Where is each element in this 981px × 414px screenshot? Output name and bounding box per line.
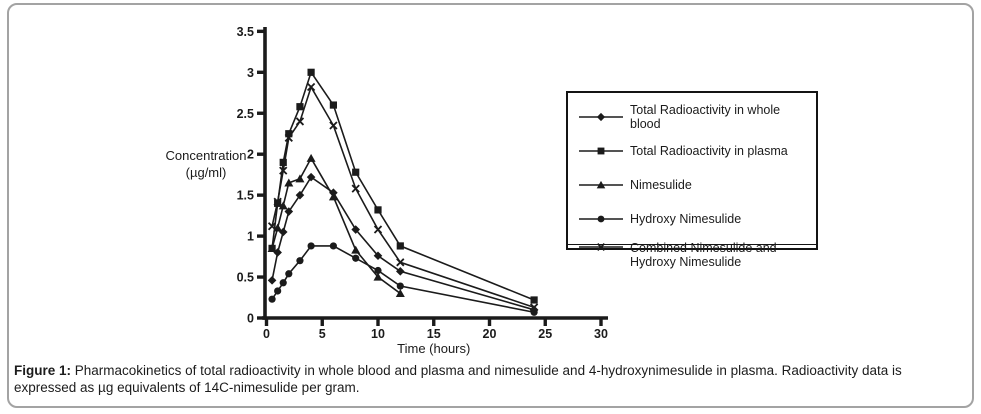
- y-tick-label: 3: [247, 66, 254, 80]
- diamond-marker: [373, 251, 383, 261]
- y-tick-label: 1: [247, 230, 254, 244]
- series-circle: [268, 242, 538, 316]
- triangle-marker: [306, 153, 316, 162]
- figure-caption-text: Pharmacokinetics of total radioactivity …: [14, 363, 902, 395]
- triangle-marker: [328, 192, 338, 201]
- series-lines: [267, 68, 539, 316]
- y-tick-label: 0: [247, 312, 254, 326]
- legend-underline: [568, 243, 816, 245]
- square-marker: [374, 206, 382, 214]
- circle-marker: [307, 242, 315, 250]
- series-triangle: [267, 153, 405, 298]
- y-tick-label: 2: [247, 148, 254, 162]
- square-marker: [296, 103, 304, 111]
- figure-caption: Figure 1: Pharmacokinetics of total radi…: [14, 362, 966, 396]
- circle-marker: [597, 215, 605, 223]
- x-marker: [529, 303, 539, 312]
- x-tick-label: 20: [483, 327, 497, 341]
- legend-label-1: Total Radioactivity in whole blood: [630, 103, 781, 131]
- circle-marker: [352, 254, 360, 262]
- y-tick-label: 0.5: [237, 271, 254, 285]
- x-tick-label: 5: [319, 327, 326, 341]
- x-marker: [295, 117, 305, 126]
- chart-svg: 0 5 10 15 20 25 30 Time (hours) 0 0.5 1 1.5 2 2.5 3 3.5: [237, 25, 608, 356]
- diamond-marker: [267, 276, 277, 285]
- figure-caption-label: Figure 1:: [14, 363, 72, 378]
- triangle-marker: [395, 289, 405, 298]
- diamond-marker: [273, 248, 282, 257]
- triangle-marker: [284, 178, 294, 187]
- x-marker: [329, 121, 338, 130]
- circle-marker: [374, 266, 382, 275]
- diamond-marker: [351, 225, 360, 234]
- legend-label-3: Nimesulide: [630, 178, 692, 192]
- circle-marker: [285, 270, 293, 278]
- x-tick-label: 10: [371, 327, 385, 341]
- legend-item-1: Total Radioactivity in whole blood: [578, 100, 810, 134]
- x-tick-label: 30: [594, 327, 608, 341]
- circle-marker-icon: [579, 215, 623, 223]
- y-axis: 0 0.5 1 1.5 2 2.5 3 3.5: [237, 25, 267, 326]
- square-marker-icon: [579, 147, 623, 155]
- square-marker: [530, 296, 538, 304]
- x-marker: [284, 133, 293, 142]
- x-marker: [396, 258, 405, 267]
- legend-label-5: Combined Nimesulide and Hydroxy Nimesuli…: [630, 241, 777, 269]
- diamond-marker: [596, 112, 606, 122]
- square-marker: [396, 242, 404, 250]
- y-tick-label: 1.5: [237, 189, 254, 203]
- circle-marker: [296, 257, 304, 265]
- diamond-marker: [306, 172, 316, 182]
- x-axis: 0 5 10 15 20 25 30 Time (hours): [262, 316, 608, 356]
- x-tick-label: 25: [538, 327, 552, 341]
- circle-marker: [279, 279, 287, 287]
- y-axis-title-line1: Concentration: [165, 148, 247, 163]
- legend-item-4: Hydroxy Nimesulide: [578, 202, 810, 236]
- diamond-marker: [295, 190, 305, 200]
- circle-marker: [396, 282, 404, 290]
- x-marker: [351, 184, 360, 193]
- x-marker: [273, 197, 282, 206]
- square-marker: [285, 130, 293, 138]
- chart-legend: Total Radioactivity in whole blood Total …: [566, 91, 818, 269]
- diamond-marker: [396, 267, 405, 276]
- diamond-marker: [278, 227, 288, 237]
- circle-marker: [329, 242, 337, 250]
- series-xmark: [267, 82, 539, 312]
- square-marker: [307, 68, 315, 76]
- x-marker: [267, 222, 277, 231]
- triangle-marker: [596, 180, 606, 189]
- y-axis-title: Concentration (µg/ml): [150, 147, 262, 181]
- x-marker: [373, 225, 383, 234]
- triangle-marker: [295, 174, 305, 183]
- x-tick-label: 15: [427, 327, 441, 341]
- circle-marker: [274, 287, 282, 295]
- legend-item-5: Combined Nimesulide and Hydroxy Nimesuli…: [578, 236, 810, 279]
- x-axis-title: Time (hours): [397, 341, 470, 356]
- triangle-marker: [351, 245, 361, 254]
- square-marker: [597, 147, 605, 155]
- y-axis-title-line2: (µg/ml): [185, 165, 227, 180]
- triangle-marker-icon: [579, 180, 623, 189]
- legend-label-2: Total Radioactivity in plasma: [630, 144, 788, 158]
- triangle-marker: [267, 243, 277, 252]
- triangle-marker: [373, 272, 383, 281]
- circle-marker: [530, 308, 538, 316]
- y-tick-label: 3.5: [237, 25, 254, 39]
- diamond-marker-icon: [579, 112, 623, 122]
- square-marker: [279, 158, 287, 166]
- x-tick-label: 0: [263, 327, 270, 341]
- legend-item-3: Nimesulide: [578, 168, 810, 202]
- legend-label-4: Hydroxy Nimesulide: [630, 212, 742, 226]
- triangle-marker: [278, 201, 288, 210]
- y-tick-label: 2.5: [237, 107, 254, 121]
- legend-item-2: Total Radioactivity in plasma: [578, 134, 810, 168]
- circle-marker: [268, 295, 276, 303]
- series-square: [268, 68, 538, 304]
- square-marker: [352, 168, 360, 176]
- x-marker: [306, 82, 316, 92]
- x-marker: [279, 166, 288, 175]
- square-marker: [329, 101, 337, 109]
